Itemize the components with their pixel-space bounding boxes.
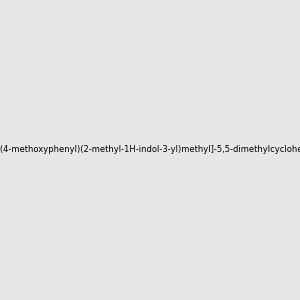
Text: 3-hydroxy-2-[(4-methoxyphenyl)(2-methyl-1H-indol-3-yl)methyl]-5,5-dimethylcycloh: 3-hydroxy-2-[(4-methoxyphenyl)(2-methyl-… bbox=[0, 146, 300, 154]
